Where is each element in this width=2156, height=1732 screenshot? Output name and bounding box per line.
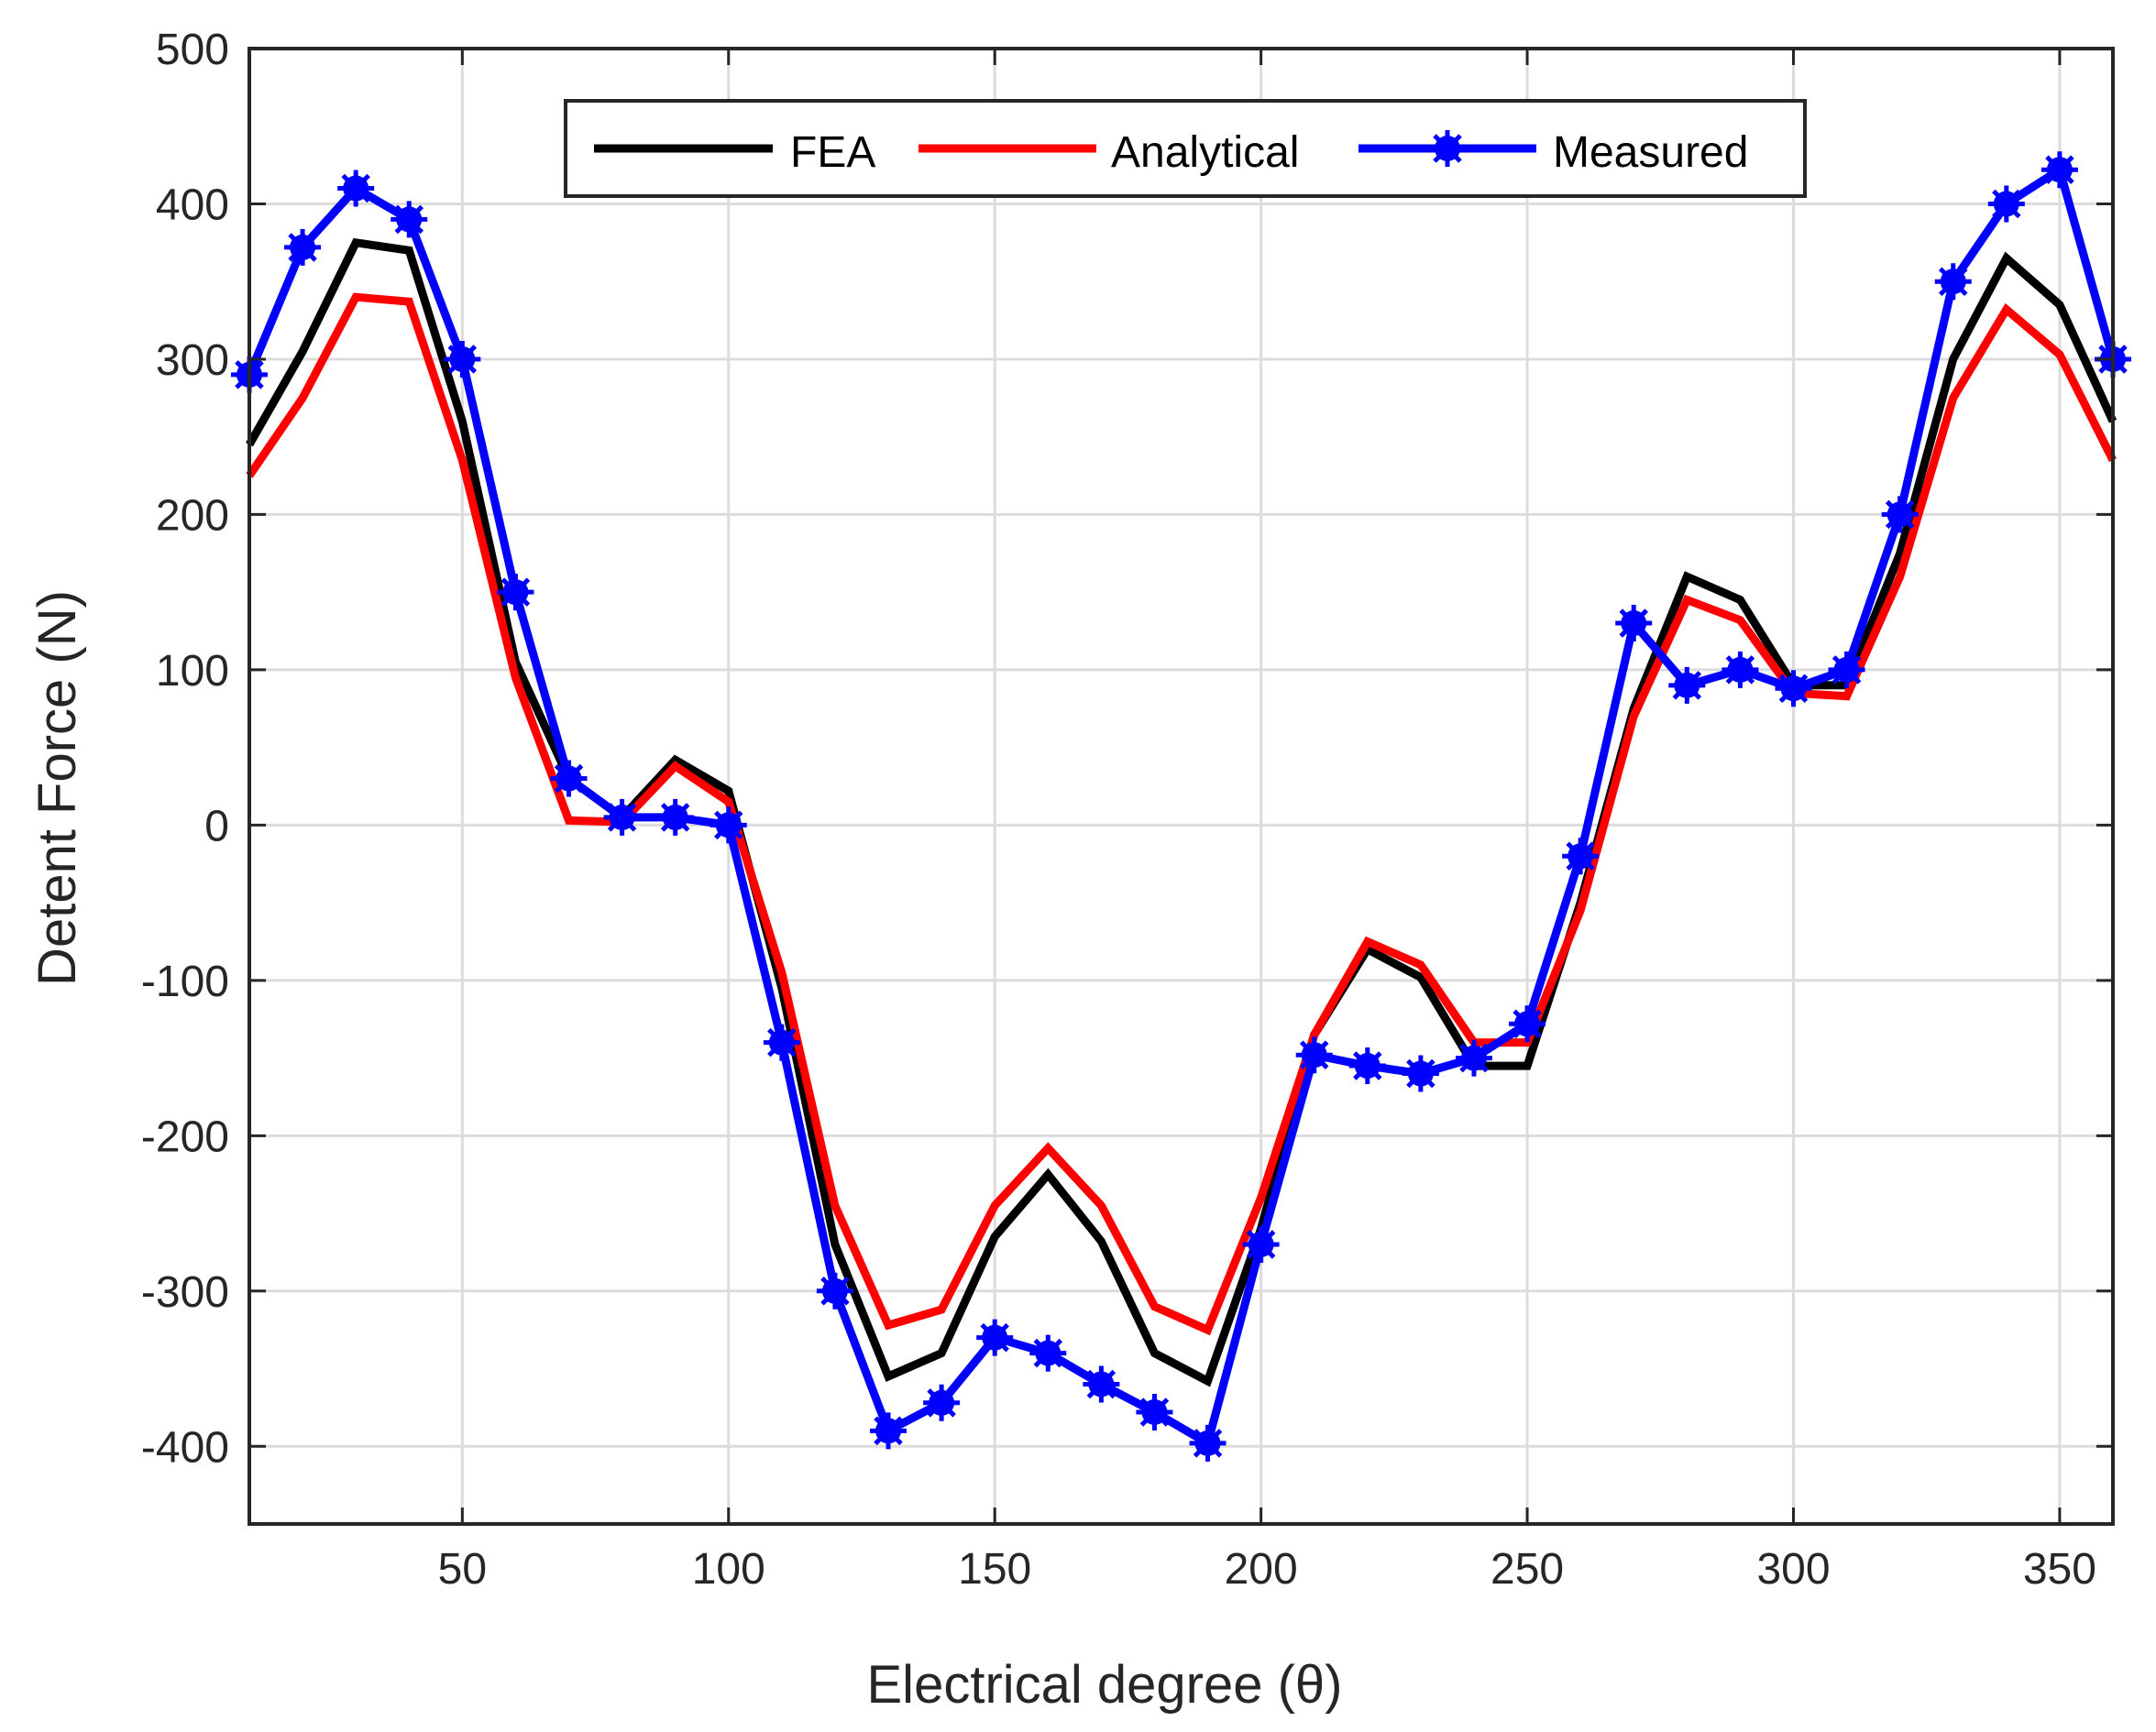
y-tick-label: -100 bbox=[141, 958, 229, 1006]
y-axis-label: Detent Force (N) bbox=[28, 590, 87, 986]
legend-measured-marker bbox=[1429, 130, 1466, 167]
data-point-measured bbox=[1668, 666, 1706, 704]
y-tick-label: 500 bbox=[156, 26, 229, 74]
data-point-measured bbox=[1242, 1225, 1280, 1263]
x-tick-label: 350 bbox=[2023, 1545, 2096, 1594]
data-point-measured bbox=[1828, 651, 1865, 688]
y-tick-label: 200 bbox=[156, 491, 229, 540]
data-point-measured bbox=[976, 1319, 1014, 1356]
data-point-measured bbox=[603, 798, 641, 836]
data-point-measured bbox=[1348, 1047, 1386, 1085]
y-tick-label: -200 bbox=[141, 1113, 229, 1161]
x-tick-label: 100 bbox=[692, 1545, 765, 1594]
data-point-measured bbox=[870, 1412, 908, 1450]
data-point-measured bbox=[444, 340, 481, 378]
data-point-measured bbox=[1881, 496, 1919, 533]
legend-measured-label: Measured bbox=[1553, 128, 1748, 177]
data-point-measured bbox=[1455, 1039, 1492, 1077]
y-tick-label: 300 bbox=[156, 336, 229, 385]
data-point-measured bbox=[284, 228, 322, 266]
data-point-measured bbox=[1775, 670, 1812, 707]
data-point-measured bbox=[710, 806, 747, 844]
data-point-measured bbox=[390, 201, 428, 238]
data-point-measured bbox=[1189, 1424, 1226, 1462]
legend: FEA Analytical Measured bbox=[564, 99, 1807, 198]
data-point-measured bbox=[1934, 263, 1972, 301]
data-point-measured bbox=[923, 1384, 961, 1421]
data-point-measured bbox=[1083, 1365, 1120, 1403]
y-tick-label: 100 bbox=[156, 647, 229, 696]
tick-labels: 50 100 150 200 250 300 350 -400 -300 -200 -100 0 100… bbox=[141, 26, 2113, 1594]
y-tick-label: -400 bbox=[141, 1423, 229, 1472]
x-tick-label: 250 bbox=[1490, 1545, 1564, 1594]
data-point-measured bbox=[1722, 651, 1759, 688]
x-tick-label: 150 bbox=[958, 1545, 1031, 1594]
data-point-measured bbox=[1402, 1055, 1439, 1092]
y-tick-label: 400 bbox=[156, 181, 229, 229]
data-point-measured bbox=[656, 798, 694, 836]
data-point-measured bbox=[2040, 151, 2078, 189]
y-tick-label: 0 bbox=[204, 802, 229, 850]
y-tick-label: -300 bbox=[141, 1268, 229, 1317]
data-point-measured bbox=[763, 1024, 800, 1061]
data-point-measured bbox=[1987, 185, 2025, 223]
x-tick-label: 50 bbox=[438, 1545, 487, 1594]
data-point-measured bbox=[1295, 1036, 1333, 1074]
data-point-measured bbox=[1615, 605, 1653, 642]
data-point-measured bbox=[550, 760, 588, 797]
data-point-measured bbox=[1562, 838, 1600, 875]
data-point-measured bbox=[1029, 1334, 1067, 1372]
data-point-measured bbox=[497, 574, 534, 611]
data-point-measured bbox=[816, 1272, 853, 1310]
data-point-measured bbox=[337, 170, 375, 207]
data-point-measured bbox=[1509, 1005, 1546, 1043]
x-tick-label: 300 bbox=[1756, 1545, 1830, 1594]
x-axis-label: Electrical degree (θ) bbox=[867, 1655, 1343, 1715]
data-point-measured bbox=[1136, 1393, 1173, 1431]
x-tick-label: 200 bbox=[1225, 1545, 1298, 1594]
legend-analytical-label: Analytical bbox=[1111, 128, 1299, 177]
plot-frame bbox=[248, 47, 2115, 1526]
legend-fea-label: FEA bbox=[790, 128, 875, 177]
